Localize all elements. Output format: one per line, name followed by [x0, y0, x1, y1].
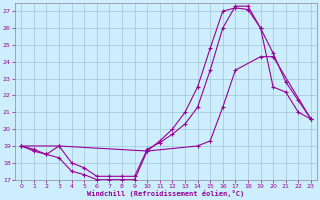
X-axis label: Windchill (Refroidissement éolien,°C): Windchill (Refroidissement éolien,°C)	[87, 190, 245, 197]
